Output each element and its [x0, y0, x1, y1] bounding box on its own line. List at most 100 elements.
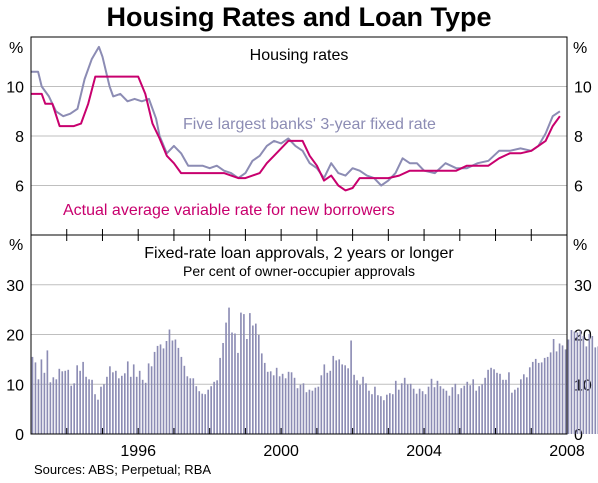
approval-bar	[228, 307, 230, 434]
approval-bar	[269, 371, 272, 434]
approval-bar	[165, 341, 168, 434]
approval-bar	[192, 378, 195, 434]
approval-bar	[394, 380, 397, 434]
approval-bar	[329, 370, 332, 434]
approval-bar	[109, 366, 111, 434]
approval-bar	[216, 380, 218, 434]
top-ytick-right: 6	[574, 179, 583, 196]
approval-bar	[323, 364, 326, 434]
approval-bar	[457, 394, 460, 434]
top-yunit-right: %	[573, 40, 587, 57]
approval-bar	[528, 367, 531, 434]
variable-rate-line	[31, 75, 561, 192]
approval-bar	[257, 335, 260, 434]
approval-bar	[433, 387, 436, 434]
approval-bar	[55, 379, 58, 434]
approval-bar	[118, 378, 120, 434]
approval-bar	[153, 351, 156, 434]
approval-bar	[219, 357, 221, 434]
bottom-yunit-left: %	[9, 237, 23, 254]
variable-rate-series-label: Actual average variable rate for new bor…	[63, 202, 395, 219]
approval-bar	[391, 394, 394, 434]
approval-bar	[389, 393, 391, 434]
bottom-ytick-right: 0	[574, 427, 583, 444]
approval-bar	[326, 372, 329, 434]
loan-approvals-panel: 00101020203030%%Fixed-rate loan approval…	[6, 237, 598, 444]
approval-bar	[112, 372, 114, 434]
approval-bar	[534, 358, 537, 434]
approval-bar	[418, 388, 421, 434]
approval-bar	[463, 385, 466, 434]
approval-bar	[493, 369, 495, 434]
approval-bar	[365, 383, 367, 434]
approval-bar	[150, 366, 153, 434]
approval-bar	[350, 340, 352, 434]
approval-bar	[106, 376, 108, 434]
x-tick-label: 2004	[406, 443, 442, 460]
approval-bar	[460, 388, 463, 434]
approval-bar	[531, 361, 534, 434]
approval-bar	[287, 371, 290, 434]
approval-bar	[374, 386, 376, 434]
source-note: Sources: ABS; Perpetual; RBA	[34, 462, 212, 477]
approval-bar	[552, 339, 555, 434]
approval-bar	[85, 376, 87, 434]
approval-bar	[499, 373, 501, 434]
approval-bar	[290, 372, 293, 434]
approval-bar	[502, 379, 504, 434]
approval-bar	[400, 383, 403, 434]
approval-bar	[46, 350, 49, 434]
approval-bar	[126, 361, 129, 434]
approval-bar	[445, 390, 448, 434]
approval-bar	[549, 352, 552, 434]
approval-bar	[320, 375, 323, 434]
approval-bar	[299, 384, 302, 434]
approval-bar	[371, 394, 373, 434]
approval-bar	[335, 360, 338, 434]
approval-bar	[138, 370, 141, 434]
approval-bar	[383, 400, 385, 434]
approval-bar	[115, 370, 117, 434]
approval-bar	[573, 331, 576, 434]
approval-bar	[505, 379, 507, 434]
approval-bar	[121, 375, 123, 434]
approval-bar	[240, 312, 242, 434]
approval-bar	[305, 392, 308, 434]
approval-bar	[88, 379, 90, 434]
approval-bar	[249, 313, 251, 434]
top-ytick-left: 6	[15, 179, 24, 196]
top-yunit-left: %	[9, 40, 23, 57]
top-ytick-left: 10	[6, 80, 24, 97]
top-ytick-right: 10	[574, 80, 592, 97]
approval-bar	[296, 388, 299, 434]
housing-rates-panel: 6 6 8 8 10 10% % Housing rates Five largest bank…	[6, 40, 592, 219]
approval-bar	[97, 399, 99, 434]
approval-bar	[466, 381, 469, 434]
approval-bar	[543, 357, 546, 434]
approval-bar	[263, 362, 266, 434]
approval-bar	[34, 362, 37, 434]
approval-bar	[585, 346, 588, 434]
approval-bar	[436, 380, 439, 434]
approval-bar	[415, 393, 418, 434]
bottom-ytick-left: 20	[6, 328, 24, 345]
approval-bar	[246, 339, 248, 434]
approval-bar	[275, 367, 278, 434]
approval-bar	[37, 379, 40, 434]
approval-bar	[162, 348, 165, 434]
approval-bar	[76, 365, 78, 434]
bottom-ytick-left: 30	[6, 278, 24, 295]
approval-bar	[272, 375, 275, 434]
approval-bar	[317, 386, 320, 434]
approval-bar	[204, 394, 207, 434]
approval-bar	[308, 389, 311, 434]
approval-bar	[123, 373, 126, 434]
approval-bar	[225, 322, 227, 434]
approval-bar	[439, 386, 442, 434]
approval-bar	[302, 383, 305, 434]
approval-bar	[576, 332, 579, 434]
approval-bar	[73, 383, 75, 434]
approval-bar	[174, 339, 177, 434]
approval-bar	[412, 388, 415, 434]
